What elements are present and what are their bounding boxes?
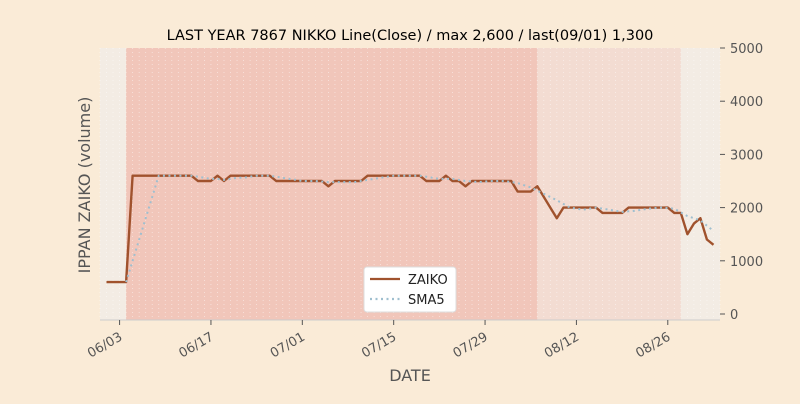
y-axis-label: IPPAN ZAIKO (volume) (75, 97, 94, 274)
x-tick-label: 07/15 (359, 330, 399, 362)
y-tick-label: 4000 (730, 95, 763, 110)
y-tick-label: 5000 (730, 42, 763, 57)
legend-label-zaiko: ZAIKO (408, 273, 448, 288)
plot-area: 06/03 06/17 07/01 07/15 07/29 08/12 08/26 0 1000… (85, 42, 763, 361)
series-line-sma5 (125, 174, 715, 283)
y-tick-label: 1000 (730, 255, 763, 270)
x-tick-label: 06/17 (177, 330, 217, 362)
chart-title: LAST YEAR 7867 NIKKO Line(Close) / max 2… (167, 28, 654, 44)
x-axis-label: DATE (389, 366, 431, 385)
legend-label-sma5: SMA5 (408, 293, 445, 308)
x-tick-label: 06/03 (85, 330, 125, 362)
y-tick-label: 2000 (730, 202, 763, 217)
y-tick-label: 0 (730, 308, 738, 323)
x-tick-label: 08/26 (633, 330, 673, 362)
x-tick-label: 07/29 (451, 330, 491, 362)
legend: ZAIKO SMA5 (363, 266, 457, 313)
x-tick-label: 08/12 (542, 330, 582, 362)
x-tick-label: 07/01 (268, 330, 308, 362)
y-tick-label: 3000 (730, 148, 763, 163)
